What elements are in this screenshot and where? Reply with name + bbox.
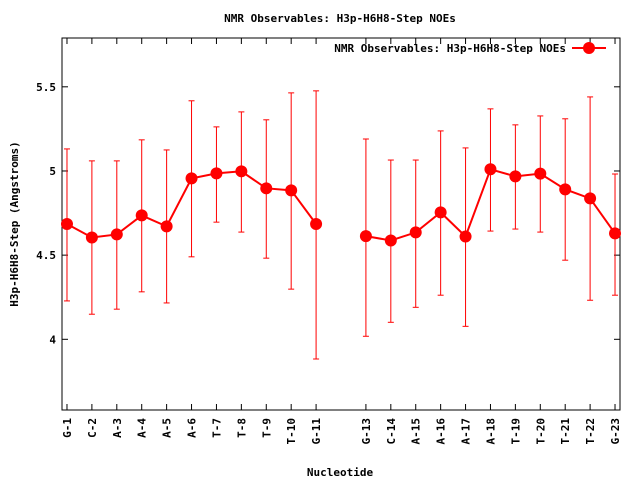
y-tick-label: 5 (49, 165, 56, 178)
x-tick-label: T-7 (210, 418, 223, 438)
x-tick-label: A-6 (186, 418, 199, 438)
y-tick-label: 4.5 (36, 249, 56, 262)
data-point (359, 230, 372, 243)
data-point (60, 218, 73, 230)
x-tick-label: A-17 (460, 418, 473, 445)
x-tick-label: A-5 (161, 418, 174, 438)
data-point (484, 163, 497, 176)
data-point (409, 226, 422, 239)
y-axis-label: H3p-H6H8-Step (Angstroms) (8, 141, 21, 307)
data-point (609, 227, 622, 240)
x-tick-label: G-1 (61, 418, 74, 438)
x-tick-label: G-13 (360, 418, 373, 445)
data-point (534, 167, 547, 180)
x-tick-label: T-8 (235, 418, 248, 438)
data-point (210, 167, 223, 180)
x-tick-label: T-22 (584, 418, 597, 445)
data-point (559, 183, 572, 196)
plot-frame (61, 37, 621, 411)
x-tick-label: C-2 (86, 418, 99, 438)
data-point (135, 209, 148, 222)
legend-label: NMR Observables: H3p-H6H8-Step NOEs (334, 42, 566, 55)
data-point (260, 182, 273, 195)
x-tick-label: G-11 (310, 418, 323, 445)
x-tick-label: G-23 (609, 418, 622, 445)
legend-marker (583, 42, 595, 54)
x-tick-label: A-15 (410, 418, 423, 445)
x-axis-label: Nucleotide (307, 466, 374, 479)
x-tick-label: T-20 (534, 418, 547, 445)
x-tick-label: T-19 (509, 418, 522, 445)
series-lines (66, 168, 616, 242)
y-tick-label: 5.5 (36, 81, 56, 94)
data-point (584, 192, 597, 205)
data-point (235, 165, 248, 178)
data-point (310, 218, 323, 230)
x-tick-label: A-16 (435, 418, 448, 445)
data-point (160, 220, 173, 233)
x-tick-label: T-10 (285, 418, 298, 445)
series-points (60, 163, 622, 247)
axis-ticks (62, 38, 620, 410)
x-tick-labels: G-1 C-2 A-3 A-4 A-5 A-6 T-7 T-8 T-9 T-10 G-11 G-13 C… (61, 418, 622, 445)
data-point (185, 172, 198, 185)
x-tick-label: A-4 (136, 418, 149, 438)
chart-title: NMR Observables: H3p-H6H8-Step NOEs (224, 12, 456, 25)
x-tick-label: T-21 (559, 418, 572, 445)
data-point (459, 230, 472, 243)
data-point (509, 170, 522, 183)
data-point (434, 206, 447, 219)
data-point (285, 184, 298, 197)
x-tick-label: T-9 (260, 418, 273, 438)
x-tick-label: A-3 (111, 418, 124, 438)
x-tick-label: A-18 (484, 418, 497, 445)
x-tick-label: C-14 (385, 418, 398, 445)
data-point (110, 228, 123, 241)
data-point (85, 231, 98, 244)
error-bars (63, 90, 619, 360)
data-point (384, 234, 397, 247)
legend: NMR Observables: H3p-H6H8-Step NOEs (334, 42, 606, 55)
y-tick-label: 4 (49, 333, 56, 346)
y-tick-labels: 4 4.5 5 5.5 (36, 81, 56, 346)
